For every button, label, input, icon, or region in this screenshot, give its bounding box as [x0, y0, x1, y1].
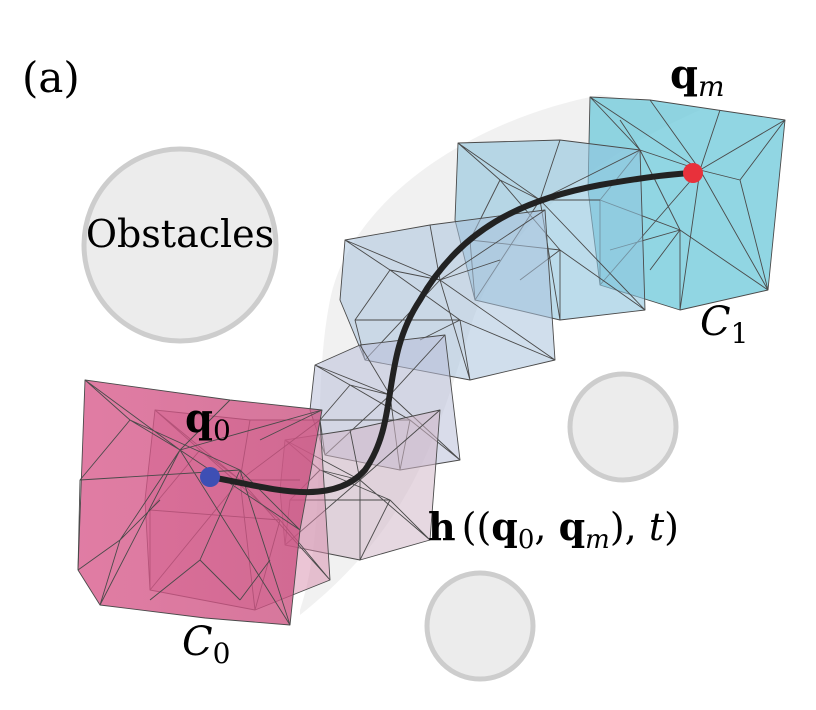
obstacles	[81, 146, 679, 682]
start-symbol: q	[185, 395, 213, 442]
paren: (	[476, 505, 491, 549]
trajectory-path	[207, 170, 696, 496]
paren: (	[462, 505, 477, 549]
set-start-label: C0	[182, 619, 230, 670]
svg-text:h((q0, qm), t): h ((q0, qm), t)	[428, 504, 679, 555]
set-start-symbol: C	[182, 619, 213, 665]
obstacles-label: Obstacles	[86, 212, 274, 256]
set-end-symbol: C	[700, 299, 731, 345]
set-end-subscript: 1	[731, 317, 749, 350]
t-symbol: t	[649, 505, 665, 549]
comma: ,	[625, 505, 649, 549]
obstacle-circle-right	[567, 371, 679, 483]
paren: )	[664, 505, 679, 549]
end-subscript: m	[698, 70, 725, 103]
q-subscript-0: 0	[518, 525, 535, 555]
svg-text:q0: q0	[185, 395, 231, 447]
svg-text:C0: C0	[182, 619, 230, 670]
end-symbol: q	[670, 51, 698, 98]
q-symbol: q	[559, 504, 586, 549]
obstacle-circle-bottom	[424, 570, 536, 682]
polytope-step-4	[339, 209, 556, 381]
panel-label: (a)	[22, 53, 80, 102]
set-end-label: C1	[700, 299, 748, 350]
start-point	[200, 467, 220, 487]
svg-text:C1: C1	[700, 299, 748, 350]
comma: ,	[534, 505, 558, 549]
end-point-label: qm	[670, 51, 725, 103]
end-point	[683, 163, 703, 183]
polytope-start	[77, 379, 323, 626]
homotopy-func: h	[428, 504, 456, 549]
start-point-label: q0	[185, 395, 231, 447]
q-symbol: q	[491, 504, 518, 549]
paren: )	[610, 505, 625, 549]
obstacle-circle-large	[81, 146, 279, 344]
polytope-sweep	[77, 96, 786, 626]
q-subscript-m: m	[585, 525, 610, 555]
svg-text:qm: qm	[670, 51, 725, 103]
homotopy-label: h ((q0, qm), t)	[428, 504, 679, 555]
start-subscript: 0	[213, 414, 231, 447]
set-start-subscript: 0	[213, 637, 231, 670]
